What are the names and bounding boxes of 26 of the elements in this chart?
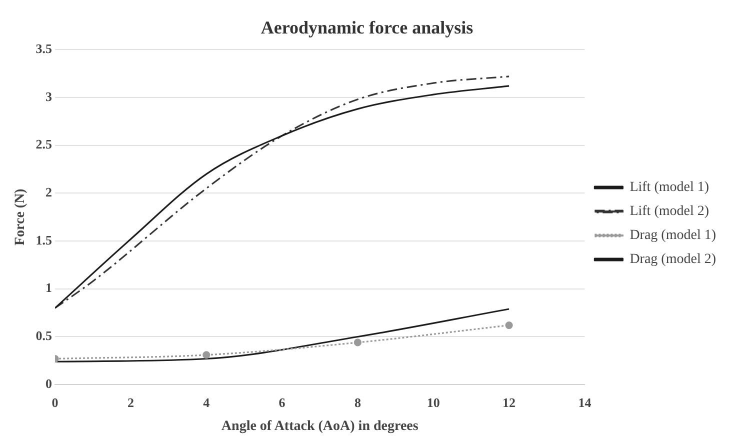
point xyxy=(505,321,513,330)
y-tick-label: 0.5 xyxy=(36,328,53,344)
y-tick-label: 0 xyxy=(46,376,52,391)
x-tick-label: 2 xyxy=(127,394,134,410)
chart-title: Aerodynamic force analysis xyxy=(260,17,474,38)
x-tick-label: 14 xyxy=(578,394,592,410)
x-tick-label: 12 xyxy=(502,394,516,410)
y-tick-label: 1.5 xyxy=(36,232,53,248)
x-axis-title: Angle of Attack (AoA) in degrees xyxy=(221,419,419,434)
legend-label: Lift (model 1) xyxy=(630,180,710,196)
y-tick-label: 2 xyxy=(46,184,52,200)
legend-label: Drag (model 2) xyxy=(630,252,716,268)
y-tick-label: 3 xyxy=(46,88,53,104)
legend-label: Drag (model 1) xyxy=(630,228,716,244)
x-tick-label: 6 xyxy=(278,394,286,410)
x-tick-label: 10 xyxy=(426,394,440,410)
point xyxy=(354,338,362,346)
y-axis-title: Force (N) xyxy=(13,188,28,246)
point xyxy=(202,351,210,359)
legend-label: Lift (model 2) xyxy=(630,204,710,220)
y-tick-label: 2.5 xyxy=(36,136,53,152)
x-tick-label: 4 xyxy=(203,394,210,410)
x-tick-label: 8 xyxy=(354,394,362,410)
line-series xyxy=(55,308,510,362)
y-tick-label: 3.5 xyxy=(36,40,53,56)
y-tick-label: 1 xyxy=(46,280,52,296)
